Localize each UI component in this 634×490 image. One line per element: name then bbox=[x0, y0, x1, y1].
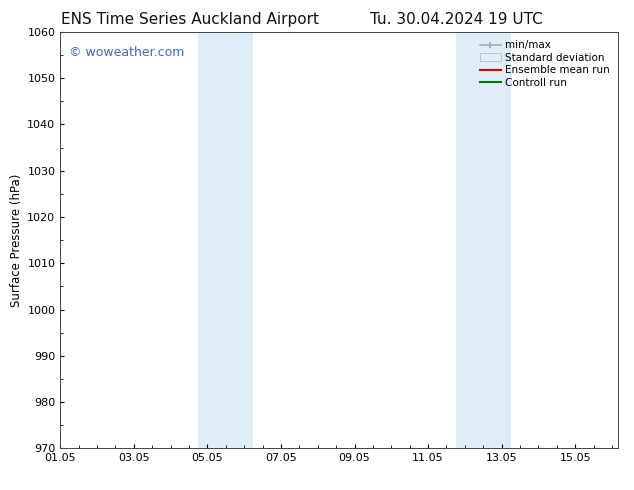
Bar bbox=[198, 32, 254, 448]
Text: Tu. 30.04.2024 19 UTC: Tu. 30.04.2024 19 UTC bbox=[370, 12, 543, 27]
Text: ENS Time Series Auckland Airport: ENS Time Series Auckland Airport bbox=[61, 12, 319, 27]
Text: © woweather.com: © woweather.com bbox=[68, 47, 184, 59]
Y-axis label: Surface Pressure (hPa): Surface Pressure (hPa) bbox=[10, 173, 23, 307]
Bar bbox=[456, 32, 511, 448]
Legend: min/max, Standard deviation, Ensemble mean run, Controll run: min/max, Standard deviation, Ensemble me… bbox=[477, 37, 613, 91]
